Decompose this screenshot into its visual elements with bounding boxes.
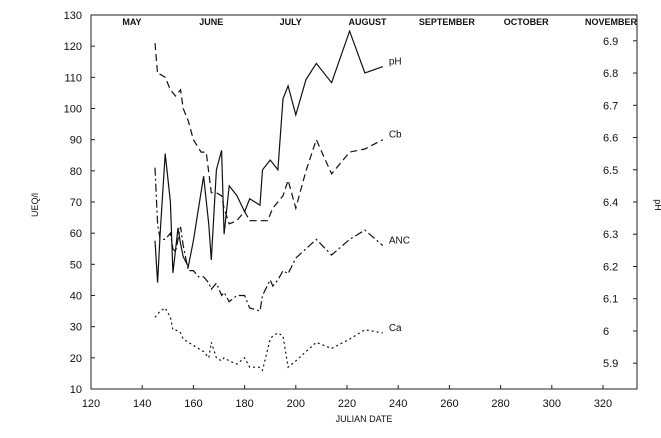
y-tick-label: 50 [70, 259, 82, 271]
month-label: JULY [280, 17, 302, 27]
y-tick-label: 70 [70, 197, 82, 209]
y2-tick-label: 6.3 [603, 229, 618, 241]
x-tick-label: 140 [133, 398, 151, 410]
series-lines: pH Cb ANC Ca [154, 29, 410, 372]
y2-tick-label: 5.9 [603, 358, 618, 370]
x-tick-label: 300 [543, 398, 561, 410]
series-label-anc: ANC [389, 236, 410, 247]
y2-tick-label: 6.4 [603, 197, 618, 209]
y-tick-label: 40 [70, 291, 82, 303]
series-label-cb: Cb [389, 130, 402, 141]
x-tick-label: 320 [594, 398, 612, 410]
x-tick-label: 260 [440, 398, 458, 410]
y-tick-label: 110 [64, 72, 82, 84]
series-label-ca: Ca [389, 323, 402, 334]
y-tick-label: 20 [70, 353, 82, 365]
y-tick-label: 30 [70, 322, 82, 334]
x-tick-label: 180 [235, 398, 253, 410]
series-line-cb [154, 43, 384, 225]
y-tick-label: 10 [70, 384, 82, 396]
y-tick-label: 120 [64, 41, 82, 53]
x-tick-label: 220 [338, 398, 356, 410]
month-label: MAY [122, 17, 141, 27]
y-tick-label: 80 [70, 166, 82, 178]
x-axis-ticks: 120 140 160 180 200 220 240 260 280 300 320 [82, 385, 612, 410]
y-axis-title: UEQ/l [30, 193, 40, 217]
y2-tick-label: 6.7 [603, 100, 618, 112]
x-tick-label: 200 [287, 398, 305, 410]
y-tick-label: 130 [64, 10, 82, 22]
month-label: OCTOBER [504, 17, 549, 27]
y-tick-label: 60 [70, 228, 82, 240]
y2-tick-label: 6.9 [603, 36, 618, 48]
month-label: JUNE [199, 17, 223, 27]
x-tick-label: 280 [491, 398, 509, 410]
y2-tick-label: 6.6 [603, 133, 618, 145]
y2-tick-label: 6.8 [603, 68, 618, 80]
month-label: SEPTEMBER [419, 17, 476, 27]
y-tick-label: 90 [70, 135, 82, 147]
month-label: NOVEMBER [585, 17, 638, 27]
y2-axis-title: pH [653, 199, 661, 211]
x-tick-label: 120 [82, 398, 100, 410]
month-labels: MAY JUNE JULY AUGUST SEPTEMBER OCTOBER NOVEMBE… [122, 17, 637, 27]
x-tick-label: 160 [184, 398, 202, 410]
y2-tick-label: 6.2 [603, 261, 618, 273]
y-axis-ticks: 10 20 30 40 50 60 70 80 90 100 110 120 130 [64, 10, 95, 396]
series-line-ca [154, 307, 383, 372]
y2-tick-label: 6 [603, 326, 609, 338]
y2-tick-label: 6.1 [603, 294, 618, 306]
x-tick-label: 240 [389, 398, 407, 410]
month-label: AUGUST [348, 17, 387, 27]
series-line-anc [154, 167, 384, 312]
y2-axis-ticks: 5.9 6 6.1 6.2 6.3 6.4 6.5 6.6 6.7 6.8 6.9 [603, 36, 637, 370]
x-axis-title: JULIAN DATE [336, 414, 393, 424]
series-label-ph: pH [389, 57, 402, 68]
y2-tick-label: 6.5 [603, 165, 618, 177]
y-tick-label: 100 [64, 104, 82, 116]
series-line-ph [154, 29, 384, 283]
